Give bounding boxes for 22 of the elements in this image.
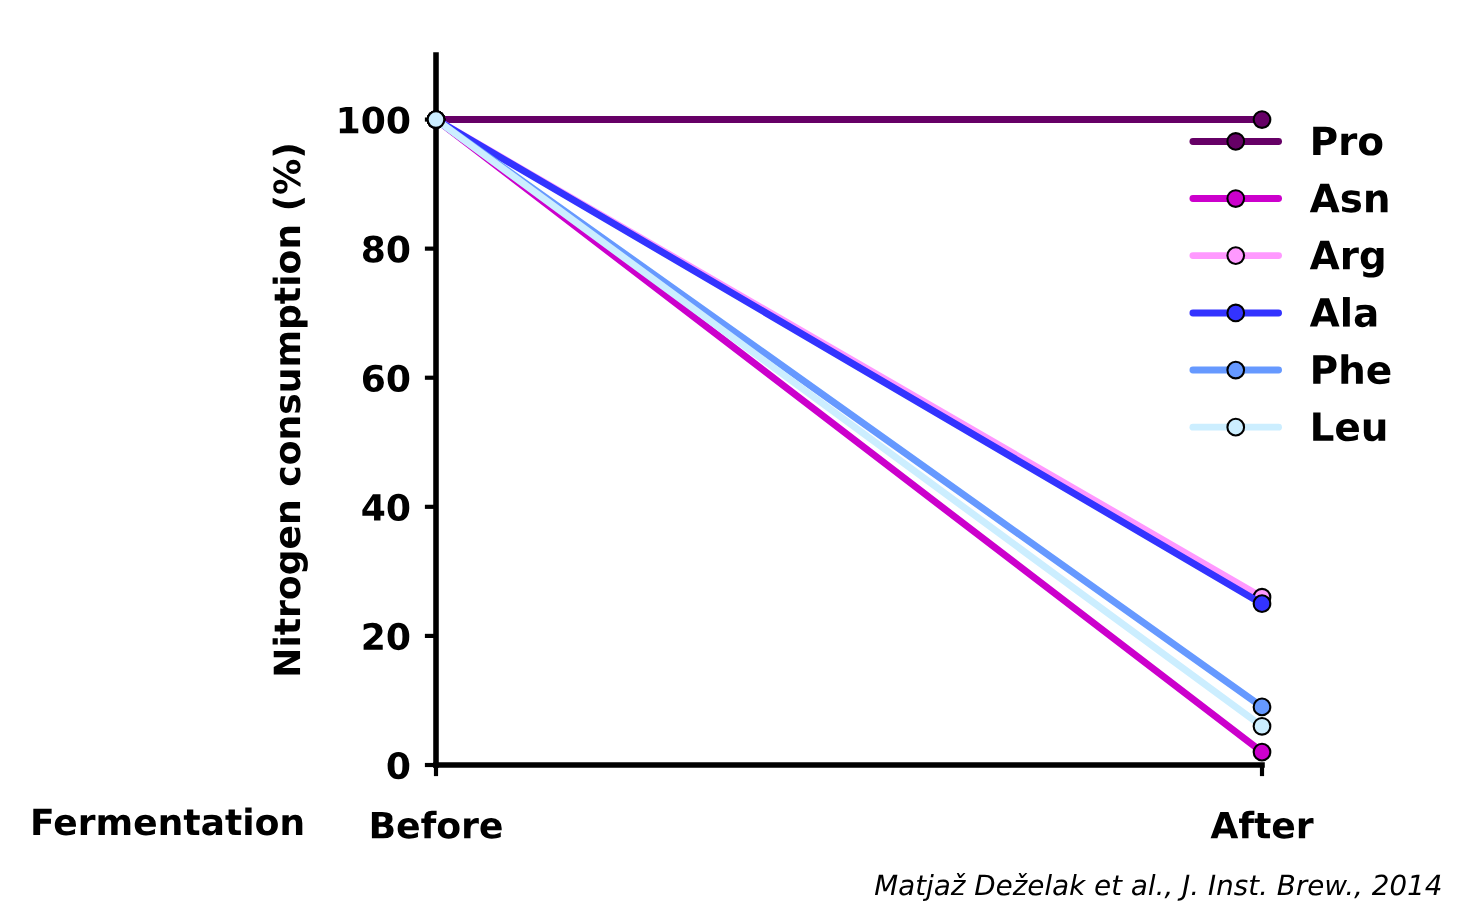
point (1252, 594, 1272, 614)
y-tick-label: 0 (387, 751, 410, 780)
legend-label: Leu (1313, 412, 1386, 442)
x-tick-label: After (1210, 810, 1314, 839)
legend-label: Ala (1309, 297, 1377, 328)
legend-label: Phe (1313, 354, 1391, 385)
y-tick-label: 80 (362, 235, 410, 263)
y-tick-label: 40 (362, 493, 410, 522)
y-axis-title: Nitrogen consumption (%) (272, 145, 308, 675)
x-tick-label: Before (371, 810, 502, 839)
y-tick-label: 60 (362, 364, 410, 392)
text: Matjaž Deželak et al., J. Inst. Brew., 2014 (874, 872, 1441, 901)
x-axis-title: Fermentation (33, 807, 303, 836)
point (1252, 716, 1272, 736)
point (1252, 742, 1272, 762)
legend-label: Pro (1313, 126, 1383, 156)
y-tick-label: 20 (363, 622, 410, 651)
y-tick-label: 100 (339, 106, 410, 134)
legend-label: Arg (1309, 240, 1384, 278)
point (1252, 697, 1272, 717)
legend-label: Asn (1309, 183, 1388, 213)
point (1252, 110, 1272, 129)
